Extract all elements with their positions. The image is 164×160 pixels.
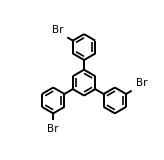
Text: Br: Br [52,25,63,35]
Text: Br: Br [48,124,59,134]
Text: Br: Br [136,78,147,88]
